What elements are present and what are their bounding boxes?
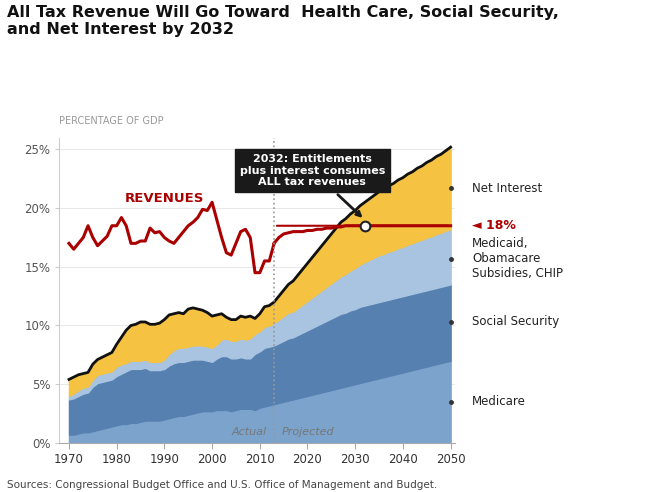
Text: ◄ 18%: ◄ 18% bbox=[472, 219, 515, 232]
Text: Medicaid,
Obamacare
Subsidies, CHIP: Medicaid, Obamacare Subsidies, CHIP bbox=[472, 237, 563, 280]
Text: Actual: Actual bbox=[232, 427, 267, 437]
Text: All Tax Revenue Will Go Toward  Health Care, Social Security,
and Net Interest b: All Tax Revenue Will Go Toward Health Ca… bbox=[7, 5, 558, 37]
Text: PERCENTAGE OF GDP: PERCENTAGE OF GDP bbox=[59, 116, 164, 126]
Text: 2032: Entitlements
plus interest consumes
ALL tax revenues: 2032: Entitlements plus interest consume… bbox=[240, 154, 385, 216]
Text: Net Interest: Net Interest bbox=[472, 182, 542, 195]
Text: Social Security: Social Security bbox=[472, 315, 559, 329]
Text: REVENUES: REVENUES bbox=[125, 192, 204, 205]
Text: Sources: Congressional Budget Office and U.S. Office of Management and Budget.: Sources: Congressional Budget Office and… bbox=[7, 480, 437, 490]
Text: Projected: Projected bbox=[281, 427, 334, 437]
Text: Medicare: Medicare bbox=[472, 395, 526, 408]
